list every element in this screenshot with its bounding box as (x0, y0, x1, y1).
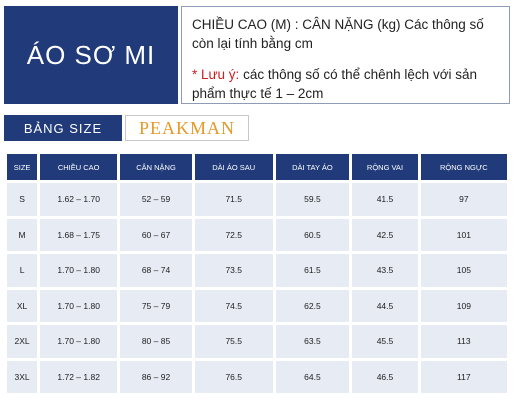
units-note: CHIỀU CAO (M) : CÂN NẶNG (kg) Các thông … (192, 17, 484, 51)
cell-back-length: 74.5 (194, 289, 273, 322)
cell-weight: 75 – 79 (120, 289, 192, 322)
cell-weight: 52 – 59 (120, 183, 192, 216)
cell-weight: 68 – 74 (120, 254, 192, 287)
col-size: SIZE (7, 154, 38, 180)
cell-back-length: 76.5 (194, 360, 273, 393)
cell-height: 1.70 – 1.80 (40, 254, 118, 287)
col-chest-width: RỘNG NGỰC (420, 154, 507, 180)
cell-chest-width: 97 (420, 183, 507, 216)
cell-size: XL (7, 289, 38, 322)
col-weight: CÂN NẶNG (120, 154, 192, 180)
table-row: L 1.70 – 1.80 68 – 74 73.5 61.5 43.5 105 (7, 254, 507, 287)
page-title: ÁO SƠ MI (4, 6, 178, 104)
size-table: SIZE CHIỀU CAO CÂN NẶNG DÀI ÁO SAU DÀI T… (4, 151, 510, 396)
cell-sleeve-length: 62.5 (275, 289, 350, 322)
cell-size: 3XL (7, 360, 38, 393)
cell-weight: 60 – 67 (120, 218, 192, 251)
col-shoulder-width: RỘNG VAI (352, 154, 418, 180)
table-row: XL 1.70 – 1.80 75 – 79 74.5 62.5 44.5 10… (7, 289, 507, 322)
table-row: 2XL 1.70 – 1.80 80 – 85 75.5 63.5 45.5 1… (7, 325, 507, 358)
measurement-note: CHIỀU CAO (M) : CÂN NẶNG (kg) Các thông … (181, 6, 510, 104)
size-chart-label: BẢNG SIZE (4, 115, 122, 141)
cell-sleeve-length: 63.5 (275, 325, 350, 358)
cell-shoulder-width: 45.5 (352, 325, 418, 358)
table-row: 3XL 1.72 – 1.82 86 – 92 76.5 64.5 46.5 1… (7, 360, 507, 393)
cell-shoulder-width: 41.5 (352, 183, 418, 216)
table-row: M 1.68 – 1.75 60 – 67 72.5 60.5 42.5 101 (7, 218, 507, 251)
table-header-row: SIZE CHIỀU CAO CÂN NẶNG DÀI ÁO SAU DÀI T… (7, 154, 507, 180)
cell-chest-width: 101 (420, 218, 507, 251)
cell-chest-width: 117 (420, 360, 507, 393)
cell-sleeve-length: 59.5 (275, 183, 350, 216)
table-row: S 1.62 – 1.70 52 – 59 71.5 59.5 41.5 97 (7, 183, 507, 216)
brand-logo: PEAKMAN (125, 115, 249, 141)
warning-label: * Lưu ý: (192, 67, 240, 82)
cell-height: 1.72 – 1.82 (40, 360, 118, 393)
tolerance-note: * Lưu ý: các thông số có thể chênh lệch … (192, 65, 499, 103)
cell-back-length: 72.5 (194, 218, 273, 251)
cell-height: 1.70 – 1.80 (40, 325, 118, 358)
cell-back-length: 73.5 (194, 254, 273, 287)
cell-size: 2XL (7, 325, 38, 358)
cell-shoulder-width: 46.5 (352, 360, 418, 393)
cell-height: 1.62 – 1.70 (40, 183, 118, 216)
cell-sleeve-length: 60.5 (275, 218, 350, 251)
cell-height: 1.70 – 1.80 (40, 289, 118, 322)
cell-shoulder-width: 43.5 (352, 254, 418, 287)
cell-weight: 80 – 85 (120, 325, 192, 358)
cell-sleeve-length: 64.5 (275, 360, 350, 393)
col-height: CHIỀU CAO (40, 154, 118, 180)
cell-shoulder-width: 44.5 (352, 289, 418, 322)
cell-weight: 86 – 92 (120, 360, 192, 393)
cell-size: L (7, 254, 38, 287)
cell-back-length: 71.5 (194, 183, 273, 216)
cell-shoulder-width: 42.5 (352, 218, 418, 251)
cell-back-length: 75.5 (194, 325, 273, 358)
cell-height: 1.68 – 1.75 (40, 218, 118, 251)
cell-size: S (7, 183, 38, 216)
cell-sleeve-length: 61.5 (275, 254, 350, 287)
cell-chest-width: 105 (420, 254, 507, 287)
cell-chest-width: 113 (420, 325, 507, 358)
col-sleeve-length: DÀI TAY ÁO (275, 154, 350, 180)
tolerance-text: các thông số có thể chênh lệch với sản p… (192, 67, 478, 101)
cell-chest-width: 109 (420, 289, 507, 322)
col-back-length: DÀI ÁO SAU (194, 154, 273, 180)
cell-size: M (7, 218, 38, 251)
